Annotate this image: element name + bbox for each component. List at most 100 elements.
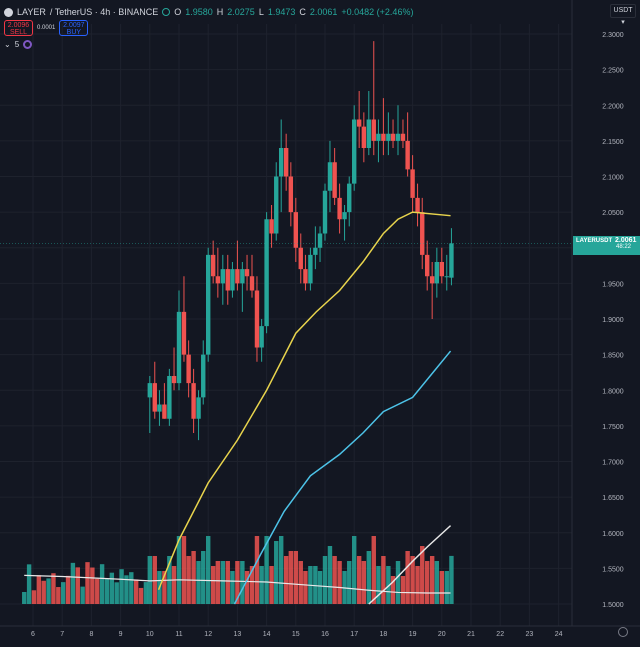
volume-bar xyxy=(405,551,410,604)
candle-body xyxy=(332,162,337,198)
volume-bar xyxy=(138,587,144,604)
candle-body xyxy=(288,176,294,213)
volume-bar xyxy=(129,572,134,604)
time-axis: 6 7 8 9 10 11 12 13 14 15 16 17 18 19 20 21 22 23 24 xyxy=(0,625,640,638)
time-tick-label: 16 xyxy=(321,631,329,638)
last-price-label: LAYERUSDT xyxy=(573,236,613,255)
candle-body xyxy=(264,219,269,327)
time-tick-label: 7 xyxy=(60,631,64,638)
legend-header: LAYER / TetherUS · 4h · BINANCE O 1.9580… xyxy=(4,4,413,20)
price-tick-label: 1.5500 xyxy=(602,566,624,573)
change-value: +0.0482 (+2.46%) xyxy=(341,7,414,17)
volume-bar xyxy=(366,551,371,604)
time-tick-label: 17 xyxy=(350,631,358,638)
volume-bar xyxy=(337,561,342,604)
price-tick-label: 1.6500 xyxy=(602,495,624,502)
candle-body xyxy=(308,254,313,284)
volume-bar xyxy=(75,567,80,604)
volume-bar xyxy=(225,561,230,604)
price-tick-label: 1.9000 xyxy=(602,317,624,324)
price-tick-label: 1.9500 xyxy=(602,281,624,288)
volume-bar xyxy=(99,564,105,604)
last-symbol: LAYERUSDT xyxy=(576,238,613,244)
candle-body xyxy=(361,126,367,148)
candle-body xyxy=(347,183,352,213)
candle-body xyxy=(167,376,172,419)
volume-bar xyxy=(449,555,454,604)
symbol-name[interactable]: LAYER xyxy=(17,7,46,17)
volume-bar xyxy=(274,541,279,604)
candle-body xyxy=(220,269,225,284)
volume-bar xyxy=(80,586,85,604)
volume-bar xyxy=(439,571,444,604)
price-tick-label: 2.0500 xyxy=(602,210,624,217)
settings-gear-icon[interactable] xyxy=(618,627,628,637)
candle-body xyxy=(425,254,430,277)
low-value: 1.9473 xyxy=(267,7,296,17)
price-tick-label: 1.8500 xyxy=(602,353,624,360)
volume-bar xyxy=(425,561,430,604)
symbol-logo-icon xyxy=(4,7,13,17)
candle-body xyxy=(259,326,264,348)
volume-bar xyxy=(420,546,425,604)
time-tick-label: 10 xyxy=(146,631,154,638)
candle-body xyxy=(439,262,444,277)
time-tick-label: 18 xyxy=(380,631,388,638)
volume-bar xyxy=(240,561,245,604)
candle-body xyxy=(415,197,420,213)
volume-bar xyxy=(70,562,76,604)
currency-selector[interactable]: USDT ▾ xyxy=(610,4,636,26)
candle-body xyxy=(405,140,410,170)
volume-bar xyxy=(390,576,396,604)
buy-price: 2.0097 xyxy=(63,22,85,29)
indicator-count: 5 xyxy=(14,40,20,49)
time-tick-label: 21 xyxy=(467,631,475,638)
time-tick-label: 20 xyxy=(438,631,446,638)
volume-bar xyxy=(36,575,42,604)
volume-bar xyxy=(322,556,328,604)
candle-body xyxy=(171,376,177,384)
candle-body xyxy=(147,383,152,398)
volume-bar xyxy=(429,556,435,604)
volume-bar xyxy=(31,590,37,604)
market-status-icon[interactable] xyxy=(162,8,171,16)
buy-label: BUY xyxy=(66,29,82,36)
candle-body xyxy=(206,254,211,355)
chevron-down-icon: ▾ xyxy=(621,19,625,26)
volume-bar xyxy=(395,561,401,604)
volume-bar xyxy=(220,561,225,604)
volume-bar xyxy=(400,576,406,604)
volume-bar xyxy=(347,561,352,604)
volume-bar xyxy=(283,556,289,604)
buy-button[interactable]: 2.0097 BUY xyxy=(59,20,89,36)
sell-button[interactable]: 2.0096 SELL xyxy=(4,20,33,36)
chevron-down-icon[interactable]: ⌄ xyxy=(4,40,11,49)
volume-bar xyxy=(249,566,255,604)
candle-body xyxy=(244,269,250,277)
volume-bar xyxy=(259,566,264,604)
candle-body xyxy=(181,311,187,355)
candle-body xyxy=(283,148,289,177)
volume-bar xyxy=(60,582,66,604)
candle-body xyxy=(201,354,206,398)
indicator-settings-icon[interactable] xyxy=(23,40,33,49)
candle-body xyxy=(410,169,415,198)
symbol-pair: / TetherUS · 4h · BINANCE xyxy=(49,7,159,17)
candle-body xyxy=(176,311,182,384)
volume-average xyxy=(24,574,451,594)
volume-bar xyxy=(46,578,51,604)
time-tick-label: 22 xyxy=(496,631,504,638)
volume-bar xyxy=(371,536,376,604)
candle-body xyxy=(449,243,454,278)
price-tick-label: 1.8000 xyxy=(602,388,624,395)
volume-bar xyxy=(104,578,110,604)
candle-body xyxy=(352,119,357,184)
candle-body xyxy=(400,133,406,141)
close-label: C xyxy=(299,7,306,17)
candle-body xyxy=(274,176,279,234)
time-tick-label: 24 xyxy=(555,631,563,638)
last-price-value: 2.0061 xyxy=(615,237,637,244)
indicators-toggle[interactable]: ⌄ 5 xyxy=(4,40,33,49)
